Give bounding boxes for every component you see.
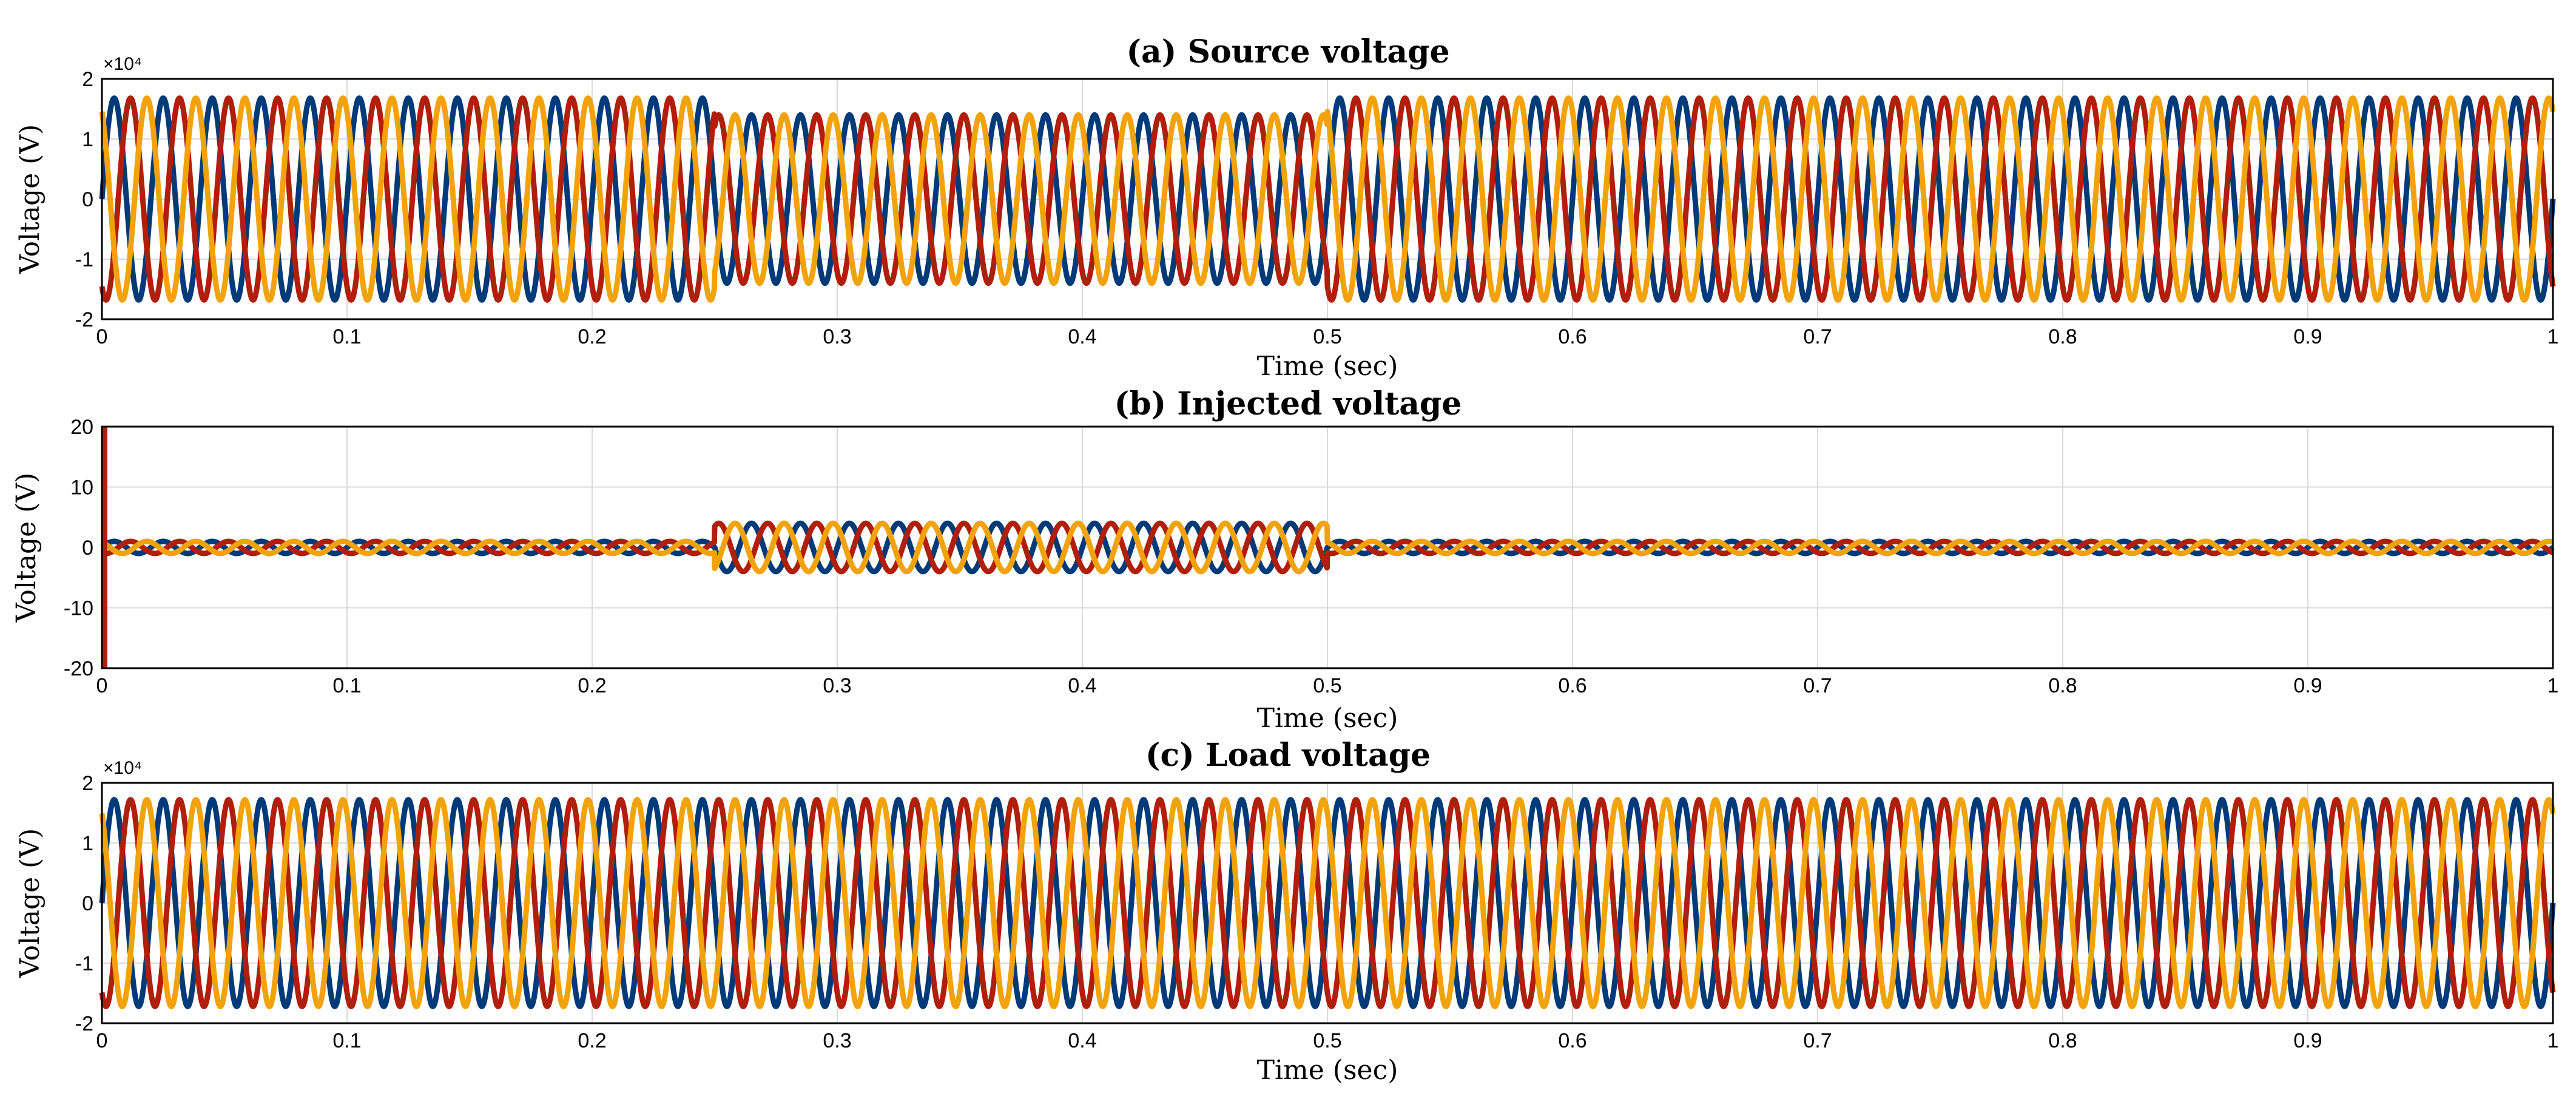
x-tick-label: 0.9 xyxy=(2293,325,2322,348)
y-tick-label: 10 xyxy=(70,476,93,499)
x-tick-label: 0 xyxy=(96,1029,108,1052)
x-tick-label: 0.7 xyxy=(1803,674,1832,697)
x-tick-label: 0.6 xyxy=(1558,1029,1586,1052)
x-tick-label: 0.2 xyxy=(578,674,606,697)
x-axis-label: Time (sec) xyxy=(1257,703,1398,734)
x-tick-label: 0.9 xyxy=(2293,674,2322,697)
tick-labels: 0 0.1 0.2 0.3 0.4 0.5 0.6 0.7 0.8 0.9 1 20 10 0 -10 -20 xyxy=(64,416,2559,697)
x-tick-label: 0.4 xyxy=(1068,674,1096,697)
y-axis-label: Voltage (V) xyxy=(15,828,46,979)
traces xyxy=(99,797,2556,1009)
phase-trace-3 xyxy=(99,95,2556,303)
panel-title: (a) Source voltage xyxy=(1126,33,1449,70)
y-tick-label: -1 xyxy=(75,248,93,271)
plot-frame xyxy=(101,78,2554,320)
y-tick-label: 1 xyxy=(82,832,93,855)
x-tick-label: 0.6 xyxy=(1558,674,1586,697)
phase-trace-3 xyxy=(99,520,2555,575)
panel-injected-voltage: (b) Injected voltage 0 0.1 0.2 0.3 0.4 0.5 0.6… xyxy=(11,385,2558,734)
x-tick-label: 0.2 xyxy=(578,1029,606,1052)
phase-trace-1 xyxy=(99,797,2556,1009)
y-tick-label: 2 xyxy=(82,68,93,91)
x-tick-label: 0.8 xyxy=(2048,1029,2077,1052)
plot-frame xyxy=(101,782,2554,1024)
y-tick-label: -20 xyxy=(64,657,93,680)
x-tick-label: 0.8 xyxy=(2048,674,2077,697)
x-tick-label: 0.1 xyxy=(332,325,361,348)
x-tick-label: 1 xyxy=(2547,325,2559,348)
phase-trace-1 xyxy=(99,520,2555,575)
x-tick-label: 0 xyxy=(96,674,108,697)
y-axis-label: Voltage (V) xyxy=(15,124,46,275)
x-tick-label: 0.7 xyxy=(1803,325,1832,348)
x-tick-label: 0.5 xyxy=(1313,1029,1341,1052)
x-axis-label: Time (sec) xyxy=(1257,1055,1398,1086)
y-tick-label: 0 xyxy=(82,188,93,211)
panel-title: (b) Injected voltage xyxy=(1114,385,1462,422)
x-tick-label: 0 xyxy=(96,325,108,348)
tick-labels: 0 0.1 0.2 0.3 0.4 0.5 0.6 0.7 0.8 0.9 1 2 1 0 -1 -2 xyxy=(75,68,2559,348)
tick-labels: 0 0.1 0.2 0.3 0.4 0.5 0.6 0.7 0.8 0.9 1 2 1 0 -1 -2 xyxy=(75,772,2559,1052)
x-tick-label: 0.5 xyxy=(1313,325,1341,348)
x-tick-label: 0.4 xyxy=(1068,325,1096,348)
traces xyxy=(99,427,2555,668)
panel-load-voltage: (c) Load voltage 0 0.1 0.2 0.3 0.4 0.5 0.6 0.7 0… xyxy=(15,737,2558,1086)
y-tick-label: 0 xyxy=(82,536,93,560)
x-tick-label: 0.7 xyxy=(1803,1029,1832,1052)
x-tick-label: 0.2 xyxy=(578,325,606,348)
y-tick-label: 1 xyxy=(82,128,93,151)
y-tick-label: -2 xyxy=(75,1012,93,1035)
phase-trace-3 xyxy=(99,797,2556,1009)
x-axis-label: Time (sec) xyxy=(1257,351,1398,382)
phase-trace-1 xyxy=(99,95,2556,303)
x-tick-label: 1 xyxy=(2547,1029,2559,1052)
panel-source-voltage: (a) Source voltage 0 0.1 0.2 0.3 0.4 0.5 0.6 0.… xyxy=(15,33,2558,382)
x-tick-label: 0.4 xyxy=(1068,1029,1096,1052)
x-tick-label: 0.1 xyxy=(332,1029,361,1052)
x-tick-label: 0.5 xyxy=(1313,674,1341,697)
x-tick-label: 0.8 xyxy=(2048,325,2077,348)
phase-trace-2 xyxy=(99,797,2556,1009)
y-axis-label: Voltage (V) xyxy=(11,473,42,623)
x-tick-label: 0.3 xyxy=(823,1029,851,1052)
y-exponent-label: ×10⁴ xyxy=(103,54,142,74)
traces xyxy=(99,95,2556,303)
y-tick-label: 2 xyxy=(82,772,93,795)
x-tick-label: 0.6 xyxy=(1558,325,1586,348)
plot-frame xyxy=(101,425,2554,669)
y-tick-label: 0 xyxy=(82,892,93,915)
y-tick-label: -1 xyxy=(75,952,93,975)
x-tick-label: 0.3 xyxy=(823,325,851,348)
phase-trace-2 xyxy=(99,95,2556,303)
y-exponent-label: ×10⁴ xyxy=(103,758,142,778)
y-tick-label: 20 xyxy=(70,416,93,439)
panel-title: (c) Load voltage xyxy=(1145,737,1431,774)
x-tick-label: 1 xyxy=(2547,674,2559,697)
y-tick-label: -10 xyxy=(64,597,93,620)
phase-trace-2 xyxy=(99,520,2555,575)
x-tick-label: 0.1 xyxy=(332,674,361,697)
y-tick-label: -2 xyxy=(75,308,93,331)
x-tick-label: 0.3 xyxy=(823,674,851,697)
x-tick-label: 0.9 xyxy=(2293,1029,2322,1052)
